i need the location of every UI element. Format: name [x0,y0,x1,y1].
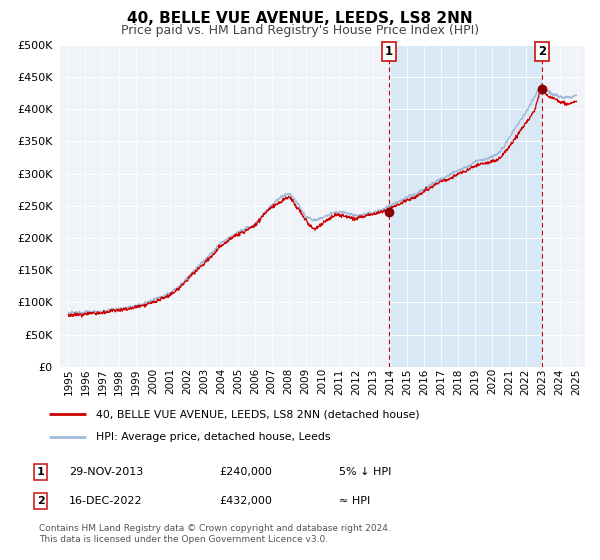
Text: 2: 2 [37,496,44,506]
Text: Contains HM Land Registry data © Crown copyright and database right 2024.
This d: Contains HM Land Registry data © Crown c… [39,524,391,544]
Text: 40, BELLE VUE AVENUE, LEEDS, LS8 2NN (detached house): 40, BELLE VUE AVENUE, LEEDS, LS8 2NN (de… [96,409,420,419]
Text: ≈ HPI: ≈ HPI [339,496,370,506]
Text: £240,000: £240,000 [219,467,272,477]
Text: 5% ↓ HPI: 5% ↓ HPI [339,467,391,477]
Text: HPI: Average price, detached house, Leeds: HPI: Average price, detached house, Leed… [96,432,331,442]
Text: 2: 2 [538,45,546,58]
Text: 29-NOV-2013: 29-NOV-2013 [69,467,143,477]
Text: Price paid vs. HM Land Registry's House Price Index (HPI): Price paid vs. HM Land Registry's House … [121,24,479,36]
Text: 1: 1 [385,45,393,58]
Text: 16-DEC-2022: 16-DEC-2022 [69,496,143,506]
Text: 1: 1 [37,467,44,477]
Text: 40, BELLE VUE AVENUE, LEEDS, LS8 2NN: 40, BELLE VUE AVENUE, LEEDS, LS8 2NN [127,11,473,26]
Bar [389,45,542,367]
Text: £432,000: £432,000 [219,496,272,506]
